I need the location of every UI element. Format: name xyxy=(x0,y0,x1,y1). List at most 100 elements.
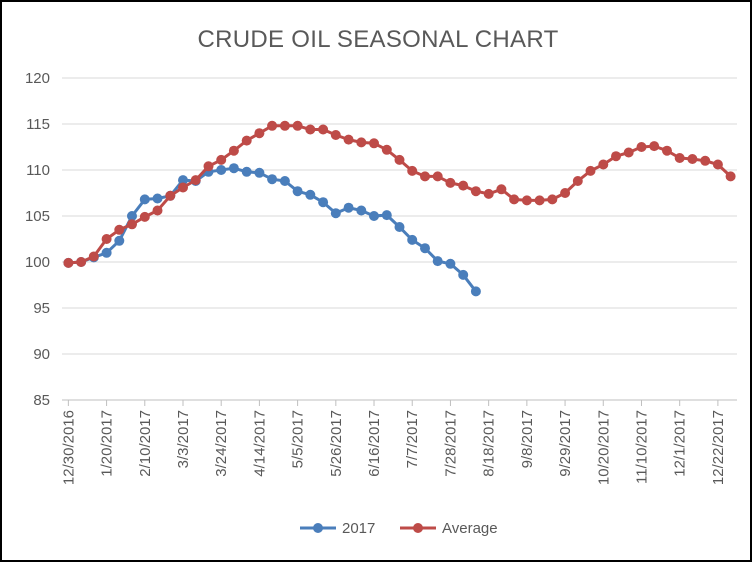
x-tick-label: 3/3/2017 xyxy=(175,410,192,468)
series-2017-point xyxy=(343,202,354,213)
series-average-point xyxy=(267,120,278,131)
series-average-point xyxy=(662,145,672,156)
y-axis-ticks: 85 90 95 100 105 110 115 120 xyxy=(25,70,50,409)
series-2017-line xyxy=(68,166,478,293)
series-average-point xyxy=(343,134,354,145)
chart-title: CRUDE OIL SEASONAL CHART xyxy=(197,26,558,53)
legend-item-2017: 2017 xyxy=(300,520,375,537)
series-average-point xyxy=(674,153,685,163)
series-average-point xyxy=(101,234,112,244)
legend-marker xyxy=(313,523,323,533)
series-2017-point xyxy=(114,235,125,246)
series-average-point xyxy=(483,188,494,199)
series-average-point xyxy=(254,128,265,139)
series-average-point xyxy=(509,194,520,205)
series-2017-point xyxy=(407,234,418,245)
x-tick-label: 7/28/2017 xyxy=(442,410,459,477)
series-2017-point xyxy=(267,174,278,185)
series-2017-point xyxy=(216,165,227,175)
series-average-point xyxy=(127,219,137,230)
x-tick-label: 9/8/2017 xyxy=(519,410,536,468)
series-average-point xyxy=(369,138,379,149)
x-tick-label: 12/30/2016 xyxy=(60,410,77,485)
series-2017-point xyxy=(254,167,265,178)
series-2017-point xyxy=(127,211,137,221)
series-average-point xyxy=(203,161,214,172)
series-average-point xyxy=(152,205,163,216)
x-tick-label: 11/10/2017 xyxy=(633,410,650,484)
series-average-point xyxy=(623,147,634,158)
x-tick-label: 8/18/2017 xyxy=(481,410,498,477)
y-tick-label: 110 xyxy=(26,162,50,179)
x-tick-label: 9/29/2017 xyxy=(557,410,574,477)
series-average-point xyxy=(611,151,621,162)
series-2017-point xyxy=(432,256,443,267)
legend-label: Average xyxy=(442,520,498,537)
series-2017-point xyxy=(241,166,252,177)
series-2017-point xyxy=(292,186,303,197)
series-2017-point xyxy=(470,286,481,297)
x-tick-label: 7/7/2017 xyxy=(404,410,421,468)
series-2017-point xyxy=(420,243,430,254)
series-average-point xyxy=(241,135,252,146)
x-tick-label: 12/22/2017 xyxy=(710,410,727,485)
x-tick-label: 5/26/2017 xyxy=(328,410,345,477)
series-2017-point xyxy=(445,258,456,269)
series-average-point xyxy=(445,177,456,188)
legend-marker xyxy=(413,523,423,533)
series-2017-point xyxy=(381,210,392,221)
series-average-point xyxy=(712,159,723,170)
series-average-point xyxy=(560,188,571,198)
series-average-point xyxy=(420,171,430,182)
x-tick-label: 12/1/2017 xyxy=(672,410,689,477)
series-2017-point xyxy=(356,205,367,216)
series-average-point xyxy=(165,190,176,201)
x-tick-label: 4/14/2017 xyxy=(251,410,268,477)
series-2017-point xyxy=(369,211,379,221)
series-average-point xyxy=(432,171,443,182)
x-tick-label: 6/16/2017 xyxy=(366,410,383,477)
series-2017-point xyxy=(279,176,290,186)
legend: 2017 Average xyxy=(300,520,498,537)
series-average-point xyxy=(547,194,558,205)
series-average-point xyxy=(88,251,99,262)
series-2017-point xyxy=(394,222,405,232)
series-2017-point xyxy=(318,197,329,208)
series-average-point xyxy=(572,176,583,186)
series-2017 xyxy=(63,163,481,297)
x-axis-ticks: 12/30/2016 1/20/2017 2/10/2017 3/3/2017 3/24… xyxy=(60,400,727,485)
series-average-point xyxy=(687,154,698,164)
series-average-point xyxy=(649,141,660,152)
series-average-point xyxy=(725,171,736,182)
series-average-point xyxy=(534,195,545,206)
legend-label: 2017 xyxy=(342,520,375,537)
x-tick-label: 5/5/2017 xyxy=(290,410,307,468)
series-average-point xyxy=(381,144,392,155)
series-average-point xyxy=(318,124,329,135)
x-tick-label: 10/20/2017 xyxy=(595,410,612,485)
series-2017-point xyxy=(139,194,150,205)
series-average-point xyxy=(458,180,469,191)
series-average-point xyxy=(63,257,74,268)
series-average-point xyxy=(496,184,507,195)
series-average-point xyxy=(292,120,303,131)
series-2017-point xyxy=(305,189,316,200)
series-2017-point xyxy=(178,175,188,186)
y-tick-label: 115 xyxy=(26,116,50,133)
x-tick-label: 2/10/2017 xyxy=(137,410,154,477)
y-tick-label: 85 xyxy=(33,392,50,409)
y-tick-label: 105 xyxy=(25,208,50,225)
series-average-point xyxy=(178,182,188,193)
series-average-point xyxy=(585,165,596,176)
x-tick-label: 3/24/2017 xyxy=(213,410,230,477)
series-2017-point xyxy=(458,269,469,280)
y-tick-label: 120 xyxy=(25,70,50,87)
series-average-point xyxy=(305,124,316,135)
series-average-point xyxy=(598,159,609,170)
series-average-point xyxy=(190,175,201,186)
x-tick-label: 1/20/2017 xyxy=(99,410,116,477)
series-average-point xyxy=(407,165,418,176)
series-2017-point xyxy=(101,247,112,258)
series-average-point xyxy=(356,137,367,148)
